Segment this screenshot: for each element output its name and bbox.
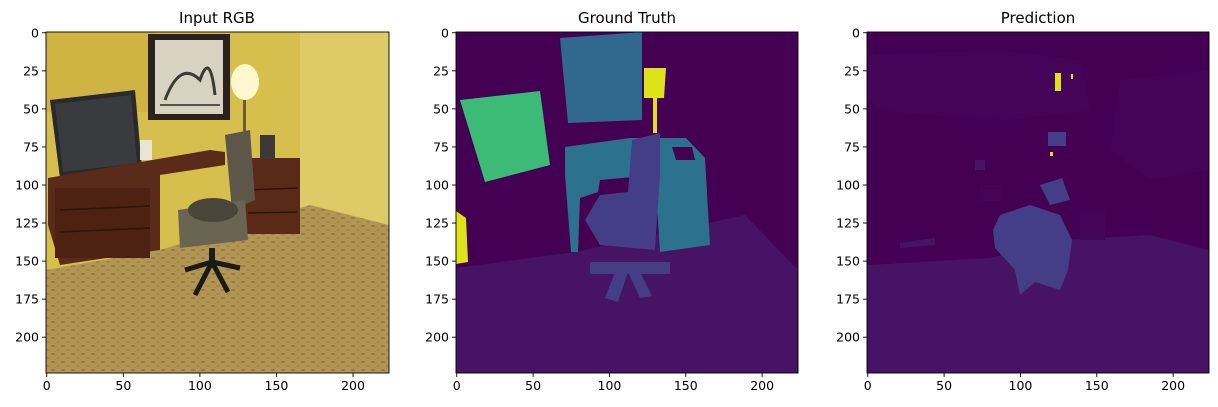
gt-lamp-region bbox=[644, 68, 666, 133]
x-tick-label: 100 bbox=[188, 378, 212, 393]
y-tick-label: 50 bbox=[23, 101, 39, 116]
x-tick-label: 200 bbox=[341, 378, 365, 393]
y-tick-label: 125 bbox=[15, 216, 39, 231]
axes-frame bbox=[45, 31, 390, 374]
y-tick-label: 150 bbox=[836, 254, 860, 269]
y-tick-label: 100 bbox=[15, 177, 39, 192]
pred-floor-region bbox=[867, 235, 1209, 373]
panel-input-rgb: Input RGB bbox=[46, 9, 389, 373]
y-tick-label: 150 bbox=[15, 254, 39, 269]
x-tick-label: 50 bbox=[525, 378, 541, 393]
y-tick-label: 0 bbox=[441, 25, 449, 40]
y-tick-label: 175 bbox=[15, 292, 39, 307]
x-tick-label: 100 bbox=[598, 378, 622, 393]
panel-title: Prediction bbox=[1001, 9, 1076, 27]
y-tick-label: 50 bbox=[844, 101, 860, 116]
rgb-image bbox=[46, 32, 389, 373]
y-tick-label: 75 bbox=[23, 139, 39, 154]
y-tick-label: 100 bbox=[425, 177, 449, 192]
desk bbox=[48, 150, 300, 265]
gt-chair-region bbox=[585, 133, 670, 302]
pred-lamp-region bbox=[1055, 73, 1061, 91]
x-tick-label: 50 bbox=[115, 378, 131, 393]
y-tick-label: 150 bbox=[425, 254, 449, 269]
x-tick-label: 0 bbox=[453, 378, 461, 393]
y-tick-label: 0 bbox=[31, 25, 39, 40]
axes-frame bbox=[455, 31, 799, 374]
y-tick-label: 200 bbox=[425, 330, 449, 345]
panel-prediction: Prediction bbox=[867, 9, 1209, 373]
x-tick-label: 50 bbox=[936, 378, 952, 393]
gt-monitor-region bbox=[460, 91, 550, 182]
gt-desk-region bbox=[565, 138, 710, 252]
x-tick-label: 200 bbox=[750, 378, 774, 393]
panel-ground-truth: Ground Truth bbox=[456, 9, 798, 373]
framed-picture bbox=[148, 34, 230, 120]
y-tick-label: 0 bbox=[852, 25, 860, 40]
y-tick-label: 75 bbox=[433, 139, 449, 154]
panel-title: Input RGB bbox=[179, 9, 255, 27]
ground-truth-map bbox=[456, 32, 798, 373]
y-tick-label: 25 bbox=[433, 63, 449, 78]
y-tick-label: 175 bbox=[836, 292, 860, 307]
axes-0: 0 50 100 150 200 0 25 50 75 100 125 150 175 200 bbox=[15, 25, 390, 393]
x-tick-label: 200 bbox=[1161, 378, 1185, 393]
panel-title: Ground Truth bbox=[578, 9, 676, 27]
prediction-map bbox=[867, 32, 1209, 373]
x-tick-label: 0 bbox=[864, 378, 872, 393]
y-tick-label: 50 bbox=[433, 101, 449, 116]
office-chair bbox=[178, 130, 255, 297]
axes-1: 0 50 100 150 200 0 25 50 75 100 125 150 175 200 bbox=[425, 25, 799, 393]
y-tick-label: 25 bbox=[844, 63, 860, 78]
y-tick-label: 25 bbox=[23, 63, 39, 78]
x-tick-label: 150 bbox=[265, 378, 289, 393]
x-tick-label: 150 bbox=[1085, 378, 1109, 393]
axes-frame bbox=[866, 31, 1210, 374]
gt-floor-region bbox=[456, 215, 798, 373]
y-tick-label: 125 bbox=[836, 216, 860, 231]
monitor bbox=[50, 90, 142, 180]
y-tick-label: 75 bbox=[844, 139, 860, 154]
pred-chair-region bbox=[993, 132, 1072, 295]
y-tick-label: 100 bbox=[836, 177, 860, 192]
gt-lamp-region-2 bbox=[456, 211, 468, 264]
axes-2: 0 50 100 150 200 0 25 50 75 100 125 150 175 200 bbox=[836, 25, 1210, 393]
y-tick-label: 175 bbox=[425, 292, 449, 307]
x-tick-label: 100 bbox=[1009, 378, 1033, 393]
y-tick-label: 125 bbox=[425, 216, 449, 231]
x-tick-label: 150 bbox=[674, 378, 698, 393]
x-tick-label: 0 bbox=[43, 378, 51, 393]
gt-picture-region bbox=[560, 32, 642, 123]
y-tick-label: 200 bbox=[15, 330, 39, 345]
y-tick-label: 200 bbox=[836, 330, 860, 345]
lamp bbox=[231, 64, 259, 140]
